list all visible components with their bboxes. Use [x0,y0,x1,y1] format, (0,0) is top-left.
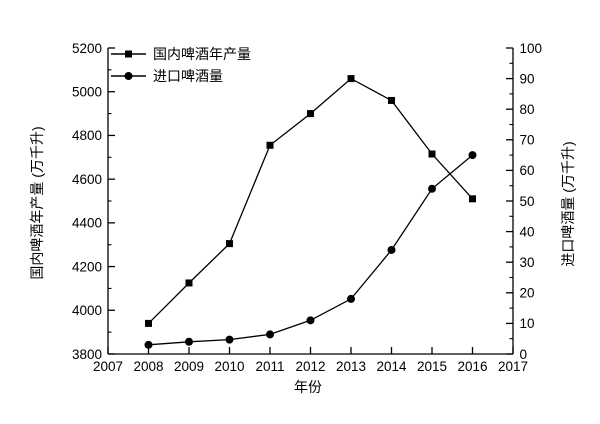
right-tick-label: 0 [520,347,528,362]
data-series [144,75,477,349]
data-point-square [226,240,233,248]
data-point-square [307,110,314,118]
series-imports [144,151,477,349]
x-tick-label: 2010 [214,359,244,374]
right-tick-label: 90 [520,71,535,86]
data-point-circle [306,316,315,325]
data-point-square [266,141,274,149]
x-tick-label: 2009 [174,359,204,374]
data-point-circle [144,340,153,349]
left-tick-label: 4800 [72,128,102,143]
left-tick-label: 5200 [72,41,102,56]
right-tick-label: 20 [520,286,535,301]
data-point-circle [347,294,355,303]
right-tick-label: 50 [520,194,535,209]
right-tick-label: 100 [520,41,543,56]
axes: 2007 2008 2009 2010 2011 2012 2013 2014 2015 2016… [72,41,542,374]
data-point-circle [387,245,396,254]
x-tick-label: 2008 [133,359,163,374]
left-tick-label: 5000 [72,85,102,100]
legend-circle-marker [124,72,133,80]
legend-label: 国内啤酒年产量 [153,46,251,62]
x-tick-label: 2012 [295,359,325,374]
left-tick-label: 4000 [72,303,102,318]
data-point-circle [225,335,234,344]
x-tick-label: 2017 [498,359,528,374]
right-tick-label: 70 [520,133,535,148]
left-tick-label: 4400 [72,216,102,231]
legend-entry: 国内啤酒年产量 [111,46,251,62]
right-tick-label: 80 [520,102,535,117]
x-tick-label: 2011 [255,359,284,374]
data-point-circle [468,151,477,160]
data-point-square [145,319,152,327]
legend-label: 进口啤酒量 [153,68,223,84]
left-tick-label: 4600 [72,172,102,187]
x-tick-label: 2014 [376,359,407,374]
data-point-circle [266,330,274,339]
right-tick-label: 40 [520,224,535,239]
legend-square-marker [125,50,132,58]
data-point-circle [428,184,436,193]
legend-entry: 进口啤酒量 [111,68,223,84]
x-tick-label: 2013 [336,359,366,374]
data-point-square [469,195,476,203]
x-tick-label: 2015 [417,359,447,374]
data-point-circle [185,337,193,346]
data-point-square [347,75,355,83]
x-tick-label: 2016 [457,359,487,374]
right-tick-label: 30 [520,255,535,270]
data-point-square [388,96,395,104]
left-tick-label: 3800 [72,347,102,362]
x-axis-title: 年份 [294,379,322,395]
right-tick-label: 10 [520,316,535,331]
right-tick-label: 60 [520,163,535,178]
series-domestic-production [145,75,476,327]
left-tick-label: 4200 [72,259,102,274]
right-axis-title: 进口啤酒量 (万千升) [560,141,576,266]
data-point-square [185,279,193,287]
x-tick-label: 2007 [93,359,123,374]
left-axis-title: 国内啤酒年产量 (万千升) [29,126,45,279]
data-point-square [428,150,436,158]
